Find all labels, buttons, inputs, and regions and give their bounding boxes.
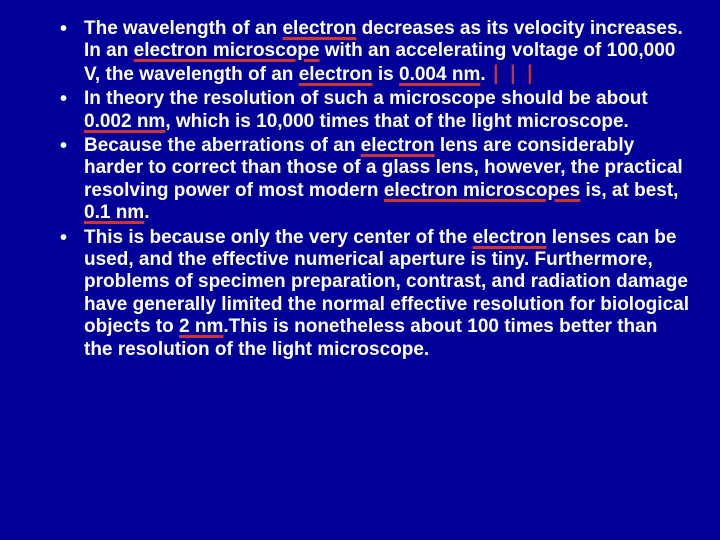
text-run: The wavelength of an (84, 18, 282, 39)
keyword: 0.002 nm (84, 111, 165, 132)
keyword: 0.004 nm (399, 64, 480, 85)
keyword: electron (473, 227, 547, 248)
text-run: is (373, 64, 399, 85)
keyword: electron (282, 18, 356, 39)
text-run: This is because only the very center of … (84, 227, 473, 248)
text-run: is, at best, (580, 180, 678, 201)
bullet-2: In theory the resolution of such a micro… (60, 88, 690, 133)
text-cursor: ⎸⎸⎸ (486, 63, 546, 85)
keyword: electron microscopes (384, 180, 580, 201)
bullet-list: The wavelength of an electron decreases … (60, 18, 690, 361)
keyword: electron (361, 135, 435, 156)
text-run: Because the aberrations of an (84, 135, 361, 156)
keyword: 2 nm (179, 316, 223, 337)
keyword: electron (299, 64, 373, 85)
keyword: electron microscope (134, 40, 320, 61)
text-run: . (144, 202, 149, 223)
text-run: In theory the resolution of such a micro… (84, 88, 648, 109)
slide-body: The wavelength of an electron decreases … (0, 0, 720, 381)
bullet-1: The wavelength of an electron decreases … (60, 18, 690, 86)
text-run: , which is 10,000 times that of the ligh… (165, 111, 629, 132)
bullet-4: This is because only the very center of … (60, 227, 690, 361)
bullet-3: Because the aberrations of an electron l… (60, 135, 690, 225)
keyword: 0.1 nm (84, 202, 144, 223)
